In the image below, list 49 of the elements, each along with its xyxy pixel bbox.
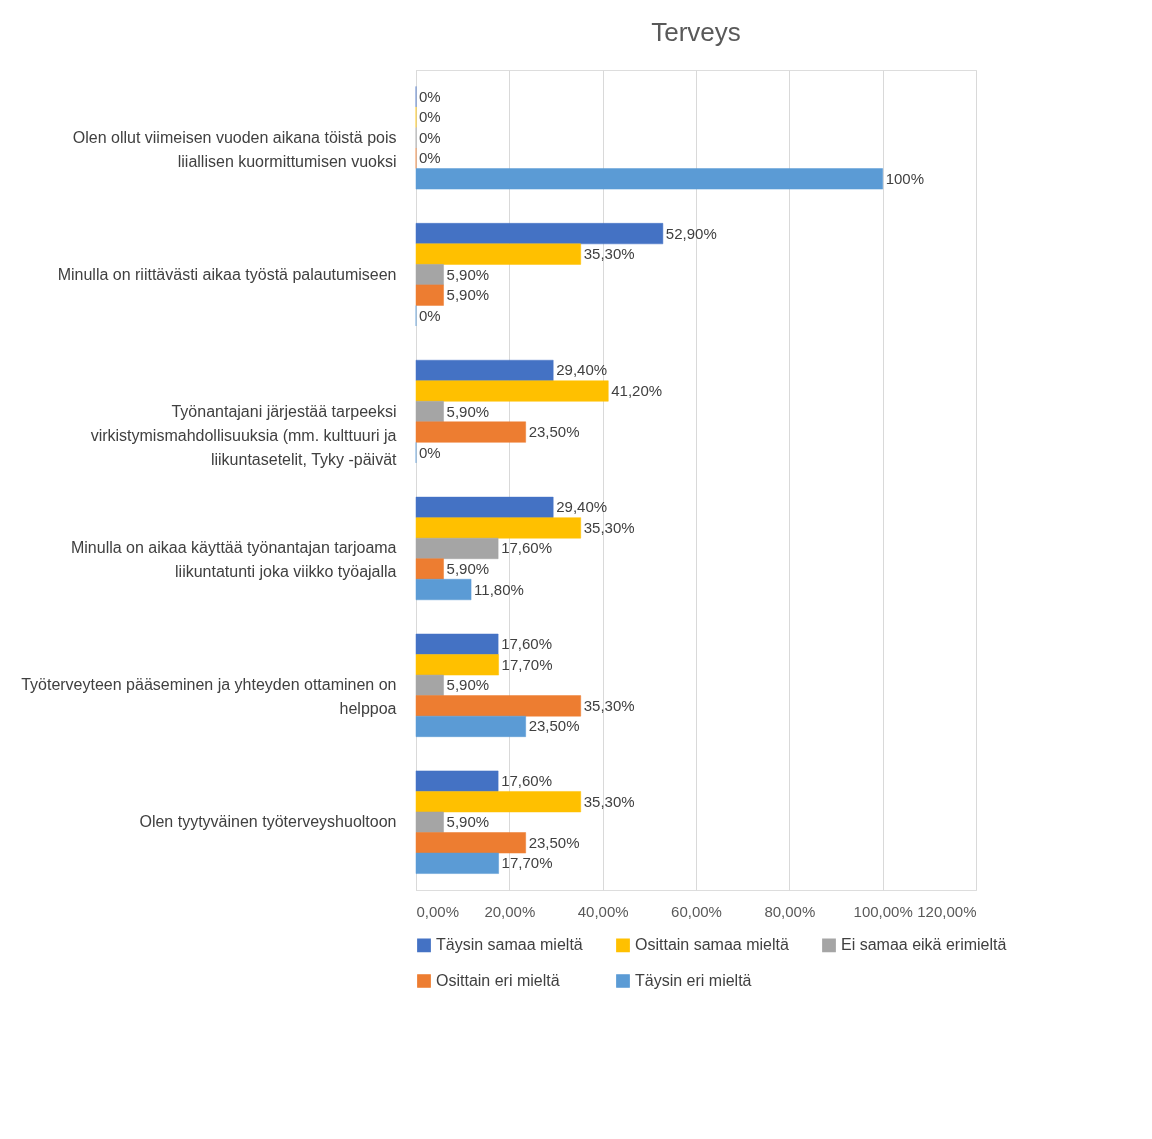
- y-tick-label: Työnantajani järjestää tarpeeksi virkistymismahdollisuuksia (mm. kulttuuri ja liikuntasetelit, Tyky -päivät: [90, 402, 398, 468]
- data-label: 17,60%: [501, 772, 553, 790]
- data-label: 5,90%: [446, 286, 490, 304]
- data-label: 29,40%: [556, 498, 608, 516]
- data-label: 0%: [419, 128, 441, 146]
- data-label: 5,90%: [446, 813, 490, 831]
- legend-label: Täysin samaa mieltä: [436, 936, 583, 954]
- data-label: 17,60%: [501, 635, 553, 653]
- y-tick-label: Minulla on riittävästi aikaa työstä palautumiseen: [57, 265, 397, 283]
- x-tick-label: 100,00%: [853, 902, 913, 920]
- legend-label: Osittain eri mieltä: [436, 972, 560, 989]
- legend-label: Ei samaa eikä erimieltä: [841, 936, 1007, 954]
- data-label: 5,90%: [446, 265, 490, 283]
- data-label: 35,30%: [583, 245, 635, 263]
- data-label: 100%: [885, 169, 925, 187]
- x-tick-label: 0,00%: [416, 902, 460, 920]
- data-label: 17,70%: [501, 655, 553, 673]
- data-label: 17,70%: [501, 854, 553, 872]
- x-tick-label: 20,00%: [484, 902, 536, 920]
- x-tick-label: 40,00%: [577, 902, 629, 920]
- data-label: 11,80%: [474, 580, 524, 598]
- data-label: 52,90%: [665, 224, 717, 242]
- data-label: 0%: [419, 108, 441, 126]
- y-tick-label: Työterveyteen pääseminen ja yhteyden ottaminen on helppoa: [21, 676, 397, 718]
- x-tick-label: 60,00%: [671, 902, 722, 920]
- data-label: 23,50%: [528, 717, 580, 735]
- data-label: 41,20%: [611, 382, 663, 400]
- data-label: 35,30%: [583, 792, 635, 810]
- data-label: 5,90%: [446, 676, 490, 694]
- x-tick-label: 80,00%: [764, 902, 816, 920]
- data-label: 0%: [419, 306, 441, 324]
- data-label: 23,50%: [528, 833, 580, 851]
- data-label: 0%: [419, 443, 441, 461]
- legend-label: Täysin eri mieltä: [635, 972, 752, 989]
- y-tick-label: Olen ollut viimeisen vuoden aikana töistä pois liiallisen kuormittumisen vuoksi: [72, 128, 397, 170]
- data-label: 0%: [419, 87, 441, 105]
- data-label: 5,90%: [446, 559, 490, 577]
- data-label: 5,90%: [446, 402, 490, 420]
- legend-label: Osittain samaa mieltä: [635, 936, 789, 954]
- x-tick-label: 120,00%: [917, 902, 977, 920]
- data-label: 29,40%: [556, 361, 608, 379]
- data-label: 17,60%: [501, 539, 553, 557]
- y-tick-label: Olen tyytyväinen työterveyshuoltoon: [139, 813, 397, 831]
- chart-title: Terveys: [651, 17, 741, 47]
- data-label: 0%: [419, 149, 441, 167]
- data-label: 35,30%: [583, 696, 635, 714]
- data-label: 23,50%: [528, 423, 580, 441]
- y-tick-label: Minulla on aikaa käyttää työnantajan tarjoama liikuntatunti joka viikko työajalla: [70, 539, 397, 581]
- data-label: 35,30%: [583, 518, 635, 536]
